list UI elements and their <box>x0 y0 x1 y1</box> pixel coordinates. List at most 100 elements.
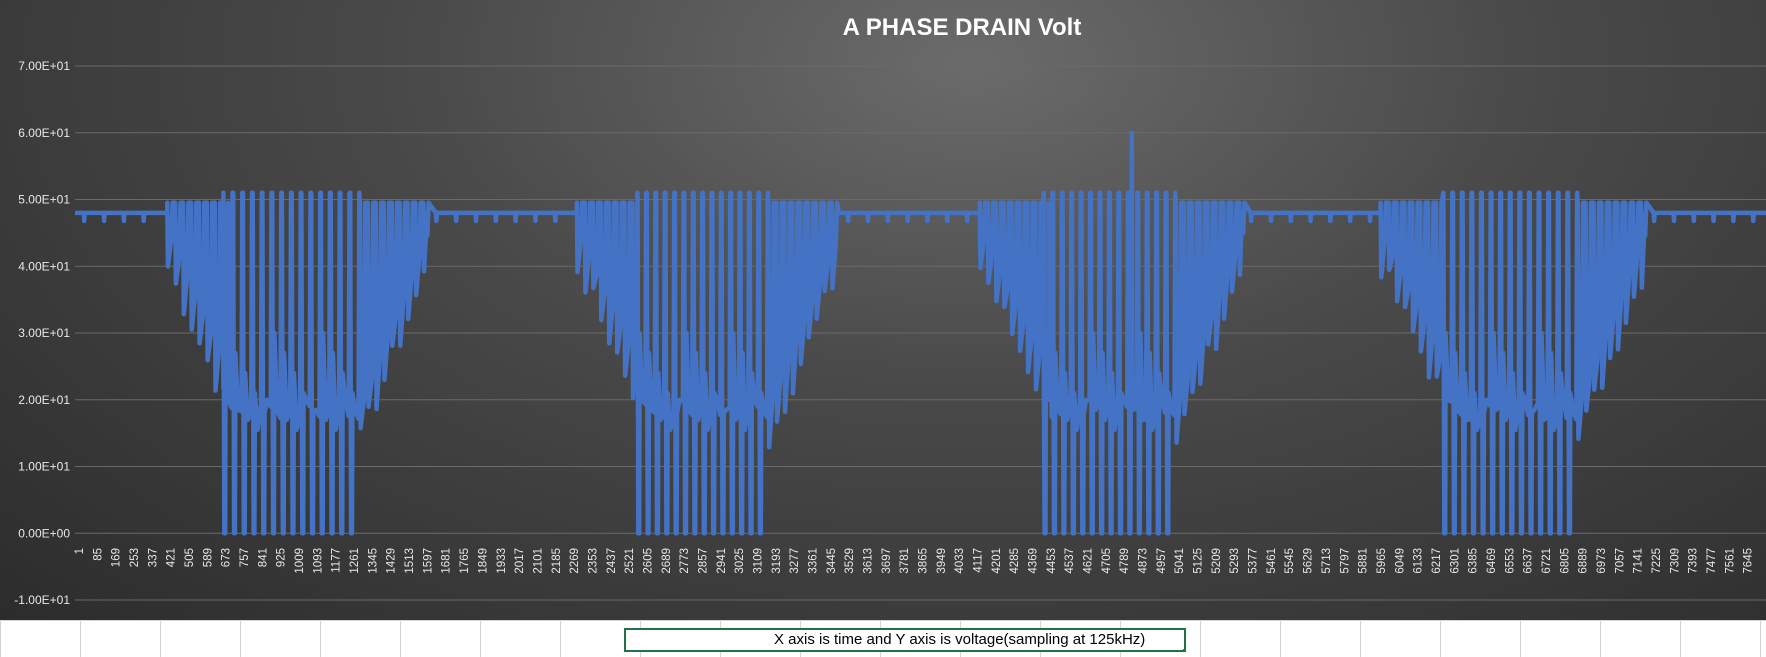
y-tick-label: 5.00E+01 <box>18 193 70 207</box>
x-tick-label: 2773 <box>679 548 691 574</box>
x-tick-label: 1261 <box>349 548 361 574</box>
x-tick-label: 1345 <box>367 548 379 574</box>
x-tick-label: 4705 <box>1101 548 1113 574</box>
x-tick-label: 7645 <box>1743 548 1755 574</box>
x-tick-label: 4033 <box>954 548 966 574</box>
x-tick-label: 1681 <box>441 548 453 574</box>
x-tick-label: 2605 <box>642 548 654 574</box>
x-tick-label: 3529 <box>844 548 856 574</box>
x-tick-label: 2857 <box>697 548 709 574</box>
x-tick-label: 169 <box>111 548 123 567</box>
x-tick-label: 6805 <box>1559 548 1571 574</box>
x-tick-label: 3277 <box>789 548 801 574</box>
x-tick-label: 4285 <box>1009 548 1021 574</box>
x-tick-label: 2353 <box>587 548 599 574</box>
x-tick-label: 4957 <box>1156 548 1168 574</box>
series-group <box>75 130 1766 536</box>
x-tick-label: 6049 <box>1394 548 1406 574</box>
y-tick-label: 3.00E+01 <box>18 326 70 340</box>
x-tick-label: 6301 <box>1449 548 1461 574</box>
x-tick-label: 5377 <box>1248 548 1260 574</box>
x-tick-label: 5041 <box>1174 548 1186 574</box>
note-cell[interactable]: X axis is time and Y axis is voltage(sam… <box>624 628 1186 652</box>
x-tick-label: 4873 <box>1138 548 1150 574</box>
x-tick-label: 841 <box>257 548 269 567</box>
x-tick-label: 3949 <box>936 548 948 574</box>
x-tick-label: 2269 <box>569 548 581 574</box>
x-tick-label: 1 <box>74 548 86 554</box>
x-tick-label: 6553 <box>1504 548 1516 574</box>
x-axis-ticks: 1 85 169 253 337 421 505 589 673 757 841 925 1009 109… <box>74 548 1755 574</box>
y-tick-label: 4.00E+01 <box>18 259 70 273</box>
x-tick-label: 3193 <box>771 548 783 574</box>
x-tick-label: 3445 <box>826 548 838 574</box>
x-tick-label: 5713 <box>1321 548 1333 574</box>
x-tick-label: 337 <box>147 548 159 567</box>
x-tick-label: 4789 <box>1119 548 1131 574</box>
x-tick-label: 5293 <box>1229 548 1241 574</box>
x-tick-label: 1765 <box>459 548 471 574</box>
x-tick-label: 7393 <box>1688 548 1700 574</box>
y-tick-label: 6.00E+01 <box>18 126 70 140</box>
x-tick-label: 5461 <box>1266 548 1278 574</box>
x-tick-label: 6889 <box>1578 548 1590 574</box>
x-tick-label: 5797 <box>1339 548 1351 574</box>
x-tick-label: 85 <box>92 548 104 561</box>
x-tick-label: 5545 <box>1284 548 1296 574</box>
x-tick-label: 1429 <box>386 548 398 574</box>
x-tick-label: 5125 <box>1193 548 1205 574</box>
x-tick-label: 3025 <box>734 548 746 574</box>
x-tick-label: 4369 <box>1028 548 1040 574</box>
x-tick-label: 4453 <box>1046 548 1058 574</box>
x-tick-label: 7477 <box>1706 548 1718 574</box>
x-tick-label: 2941 <box>716 548 728 574</box>
x-tick-label: 5209 <box>1211 548 1223 574</box>
x-tick-label: 1177 <box>331 548 343 573</box>
y-tick-label: 1.00E+01 <box>18 460 70 474</box>
chart-title: A PHASE DRAIN Volt <box>843 14 1082 41</box>
x-tick-label: 4621 <box>1083 548 1095 574</box>
y-tick-label: 0.00E+00 <box>18 526 70 540</box>
x-tick-label: 4537 <box>1064 548 1076 574</box>
x-tick-label: 5881 <box>1358 548 1370 574</box>
x-tick-label: 1849 <box>477 548 489 574</box>
x-tick-label: 2101 <box>532 548 544 574</box>
x-tick-label: 2185 <box>551 548 563 574</box>
x-tick-label: 6637 <box>1523 548 1535 574</box>
x-tick-label: 925 <box>276 548 288 567</box>
x-tick-label: 2437 <box>606 548 618 574</box>
line-chart: A PHASE DRAIN Volt -1.00E+01 0.00E+00 1.00… <box>14 14 1766 607</box>
x-tick-label: 2017 <box>514 548 526 574</box>
y-tick-label: 2.00E+01 <box>18 393 70 407</box>
x-tick-label: 1597 <box>422 548 434 574</box>
x-tick-label: 6973 <box>1596 548 1608 574</box>
x-tick-label: 3613 <box>862 548 874 574</box>
series-line <box>75 130 1766 536</box>
x-tick-label: 757 <box>239 548 251 567</box>
x-tick-label: 4117 <box>973 548 985 573</box>
x-tick-label: 7225 <box>1651 548 1663 574</box>
x-tick-label: 673 <box>221 548 233 567</box>
x-tick-label: 7057 <box>1614 548 1626 574</box>
y-tick-label: -1.00E+01 <box>14 593 70 607</box>
x-tick-label: 1093 <box>312 548 324 574</box>
x-tick-label: 253 <box>129 548 141 567</box>
x-tick-label: 7141 <box>1633 548 1645 574</box>
x-tick-label: 3109 <box>752 548 764 574</box>
x-tick-label: 5629 <box>1303 548 1315 574</box>
x-tick-label: 3865 <box>918 548 930 574</box>
x-tick-label: 3697 <box>881 548 893 574</box>
x-tick-label: 6385 <box>1468 548 1480 574</box>
x-tick-label: 5965 <box>1376 548 1388 574</box>
x-tick-label: 1513 <box>404 548 416 574</box>
y-axis-ticks: -1.00E+01 0.00E+00 1.00E+01 2.00E+01 3.00E+0… <box>14 59 70 607</box>
x-tick-label: 6721 <box>1541 548 1553 574</box>
x-tick-label: 6469 <box>1486 548 1498 574</box>
x-tick-label: 2521 <box>624 548 636 574</box>
x-tick-label: 505 <box>184 548 196 567</box>
chart-area: A PHASE DRAIN Volt -1.00E+01 0.00E+00 1.00… <box>0 0 1766 620</box>
x-tick-label: 3781 <box>899 548 911 574</box>
x-tick-label: 6217 <box>1431 548 1443 574</box>
x-tick-label: 7561 <box>1724 548 1736 574</box>
x-tick-label: 3361 <box>807 548 819 574</box>
